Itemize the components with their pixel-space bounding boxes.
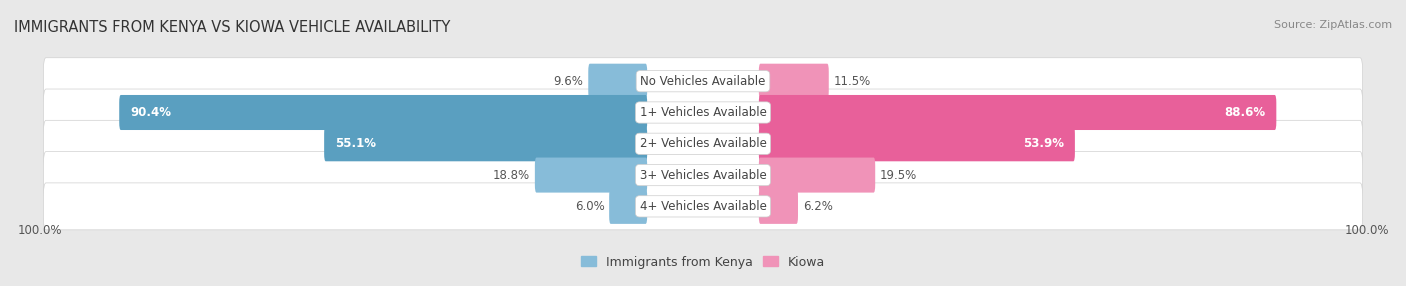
Text: 19.5%: 19.5%	[880, 168, 917, 182]
FancyBboxPatch shape	[534, 158, 647, 192]
Text: 3+ Vehicles Available: 3+ Vehicles Available	[640, 168, 766, 182]
FancyBboxPatch shape	[44, 58, 1362, 105]
FancyBboxPatch shape	[120, 95, 647, 130]
FancyBboxPatch shape	[325, 126, 647, 161]
Text: 55.1%: 55.1%	[335, 137, 377, 150]
Text: 2+ Vehicles Available: 2+ Vehicles Available	[640, 137, 766, 150]
FancyBboxPatch shape	[759, 64, 828, 99]
FancyBboxPatch shape	[609, 189, 647, 224]
Text: 9.6%: 9.6%	[554, 75, 583, 88]
Text: 6.0%: 6.0%	[575, 200, 605, 213]
Text: 18.8%: 18.8%	[494, 168, 530, 182]
Text: 4+ Vehicles Available: 4+ Vehicles Available	[640, 200, 766, 213]
FancyBboxPatch shape	[44, 152, 1362, 198]
Text: 53.9%: 53.9%	[1022, 137, 1064, 150]
Legend: Immigrants from Kenya, Kiowa: Immigrants from Kenya, Kiowa	[581, 255, 825, 269]
FancyBboxPatch shape	[759, 189, 799, 224]
FancyBboxPatch shape	[44, 183, 1362, 230]
Text: 100.0%: 100.0%	[1344, 224, 1389, 237]
Text: Source: ZipAtlas.com: Source: ZipAtlas.com	[1274, 20, 1392, 30]
Text: 100.0%: 100.0%	[17, 224, 62, 237]
FancyBboxPatch shape	[588, 64, 647, 99]
FancyBboxPatch shape	[44, 120, 1362, 167]
Text: 88.6%: 88.6%	[1225, 106, 1265, 119]
FancyBboxPatch shape	[44, 89, 1362, 136]
Text: 90.4%: 90.4%	[131, 106, 172, 119]
Text: 6.2%: 6.2%	[803, 200, 832, 213]
Text: 11.5%: 11.5%	[834, 75, 870, 88]
Text: IMMIGRANTS FROM KENYA VS KIOWA VEHICLE AVAILABILITY: IMMIGRANTS FROM KENYA VS KIOWA VEHICLE A…	[14, 20, 450, 35]
Text: No Vehicles Available: No Vehicles Available	[640, 75, 766, 88]
Text: 1+ Vehicles Available: 1+ Vehicles Available	[640, 106, 766, 119]
FancyBboxPatch shape	[759, 158, 875, 192]
FancyBboxPatch shape	[759, 126, 1076, 161]
FancyBboxPatch shape	[759, 95, 1277, 130]
